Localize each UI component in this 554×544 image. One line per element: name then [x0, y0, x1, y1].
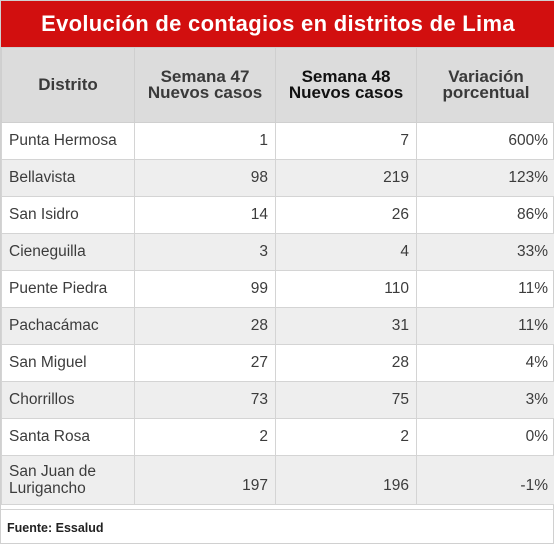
cell-semana-47: 98	[134, 159, 276, 197]
cell-semana-47: 27	[134, 344, 276, 382]
cell-distrito: Pachacámac	[1, 307, 135, 345]
cell-semana-47: 14	[134, 196, 276, 234]
table-row: Chorrillos 73 75 3%	[1, 381, 554, 419]
source-note: Fuente: Essalud	[1, 509, 554, 544]
cell-semana-47: 73	[134, 381, 276, 419]
table-row: Puente Piedra 99 110 11%	[1, 270, 554, 308]
table-row: Bellavista 98 219 123%	[1, 159, 554, 197]
cell-semana-47: 99	[134, 270, 276, 308]
cell-variacion: 86%	[416, 196, 554, 234]
cell-variacion: -1%	[416, 455, 554, 505]
cell-semana-47: 2	[134, 418, 276, 456]
table-row: San Miguel 27 28 4%	[1, 344, 554, 382]
table-row: Cieneguilla 3 4 33%	[1, 233, 554, 271]
cell-semana-48: 31	[275, 307, 417, 345]
header-variacion: Variación porcentual	[416, 47, 554, 123]
cell-variacion: 4%	[416, 344, 554, 382]
table-row: San Isidro 14 26 86%	[1, 196, 554, 234]
cell-distrito: Bellavista	[1, 159, 135, 197]
cell-semana-48: 2	[275, 418, 417, 456]
cell-semana-48: 7	[275, 122, 417, 160]
data-table: Distrito Semana 47 Nuevos casos Semana 4…	[1, 47, 554, 505]
table-row: San Juan de Lurigancho 197 196 -1%	[1, 455, 554, 505]
cell-distrito: Puente Piedra	[1, 270, 135, 308]
table-header-row: Distrito Semana 47 Nuevos casos Semana 4…	[1, 47, 554, 123]
cell-semana-47: 197	[134, 455, 276, 505]
cell-variacion: 33%	[416, 233, 554, 271]
header-semana-47: Semana 47 Nuevos casos	[134, 47, 276, 123]
cell-semana-47: 1	[134, 122, 276, 160]
cell-variacion: 123%	[416, 159, 554, 197]
cell-variacion: 3%	[416, 381, 554, 419]
cell-semana-48: 196	[275, 455, 417, 505]
cell-distrito: Cieneguilla	[1, 233, 135, 271]
table-row: Punta Hermosa 1 7 600%	[1, 122, 554, 160]
cell-semana-48: 75	[275, 381, 417, 419]
cell-distrito: San Miguel	[1, 344, 135, 382]
cell-variacion: 11%	[416, 307, 554, 345]
cell-semana-48: 219	[275, 159, 417, 197]
cell-distrito: Punta Hermosa	[1, 122, 135, 160]
header-semana-48: Semana 48 Nuevos casos	[275, 47, 417, 123]
cell-variacion: 0%	[416, 418, 554, 456]
cell-distrito: Chorrillos	[1, 381, 135, 419]
cell-distrito: San Juan de Lurigancho	[1, 455, 135, 505]
cell-distrito: San Isidro	[1, 196, 135, 234]
cell-semana-48: 26	[275, 196, 417, 234]
cell-semana-48: 4	[275, 233, 417, 271]
cell-variacion: 11%	[416, 270, 554, 308]
cell-semana-47: 28	[134, 307, 276, 345]
cell-semana-47: 3	[134, 233, 276, 271]
cell-semana-48: 110	[275, 270, 417, 308]
table-row: Santa Rosa 2 2 0%	[1, 418, 554, 456]
cell-distrito: Santa Rosa	[1, 418, 135, 456]
header-distrito: Distrito	[1, 47, 135, 123]
table-row: Pachacámac 28 31 11%	[1, 307, 554, 345]
cell-semana-48: 28	[275, 344, 417, 382]
cell-variacion: 600%	[416, 122, 554, 160]
page-title: Evolución de contagios en distritos de L…	[1, 1, 554, 47]
